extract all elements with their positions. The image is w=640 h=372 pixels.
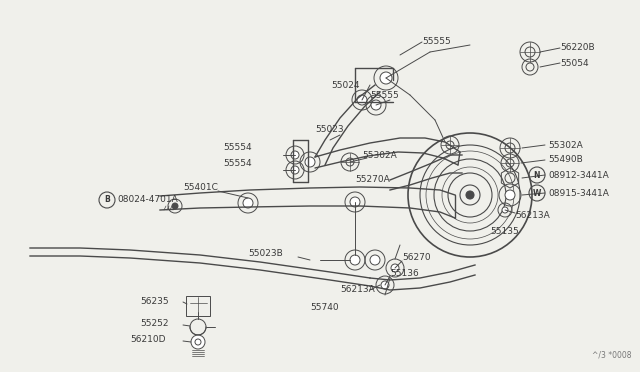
Text: 56213A: 56213A xyxy=(515,211,550,219)
Text: 55555: 55555 xyxy=(422,38,451,46)
Circle shape xyxy=(305,157,315,167)
Text: 55740: 55740 xyxy=(310,304,339,312)
Circle shape xyxy=(172,203,178,209)
Text: 56270: 56270 xyxy=(402,253,431,263)
Text: 55023B: 55023B xyxy=(248,250,283,259)
Circle shape xyxy=(391,264,399,272)
Circle shape xyxy=(505,190,515,200)
Text: 55555: 55555 xyxy=(370,90,399,99)
Text: 55136: 55136 xyxy=(390,269,419,278)
Circle shape xyxy=(370,255,380,265)
Text: 55302A: 55302A xyxy=(362,151,397,160)
Text: ^/3 *0008: ^/3 *0008 xyxy=(593,351,632,360)
Circle shape xyxy=(466,191,474,199)
Text: 55302A: 55302A xyxy=(548,141,583,150)
Circle shape xyxy=(243,198,253,208)
Text: 55252: 55252 xyxy=(140,318,168,327)
Text: 55054: 55054 xyxy=(560,58,589,67)
Circle shape xyxy=(371,100,381,110)
Text: 55490B: 55490B xyxy=(548,155,583,164)
Circle shape xyxy=(191,335,205,349)
Text: W: W xyxy=(533,189,541,198)
Text: 55554: 55554 xyxy=(223,144,252,153)
Circle shape xyxy=(502,207,508,213)
Text: B: B xyxy=(104,196,110,205)
Text: 56213A: 56213A xyxy=(340,285,375,295)
Text: 55554: 55554 xyxy=(223,158,252,167)
Circle shape xyxy=(380,72,392,84)
Text: 55401C: 55401C xyxy=(183,183,218,192)
Text: 08915-3441A: 08915-3441A xyxy=(548,189,609,198)
Circle shape xyxy=(291,151,299,159)
Text: 55024: 55024 xyxy=(332,80,360,90)
Text: 08912-3441A: 08912-3441A xyxy=(548,170,609,180)
Text: 08024-4701A: 08024-4701A xyxy=(117,196,178,205)
Circle shape xyxy=(357,95,367,105)
Text: 55023: 55023 xyxy=(315,125,344,135)
Text: N: N xyxy=(534,170,540,180)
Circle shape xyxy=(291,166,299,174)
Text: 56235: 56235 xyxy=(140,298,168,307)
Circle shape xyxy=(350,197,360,207)
Circle shape xyxy=(350,255,360,265)
Text: 56210D: 56210D xyxy=(130,336,166,344)
Text: 56220B: 56220B xyxy=(560,44,595,52)
Circle shape xyxy=(381,281,389,289)
Text: 55135: 55135 xyxy=(490,228,519,237)
Text: 55270A: 55270A xyxy=(355,176,390,185)
